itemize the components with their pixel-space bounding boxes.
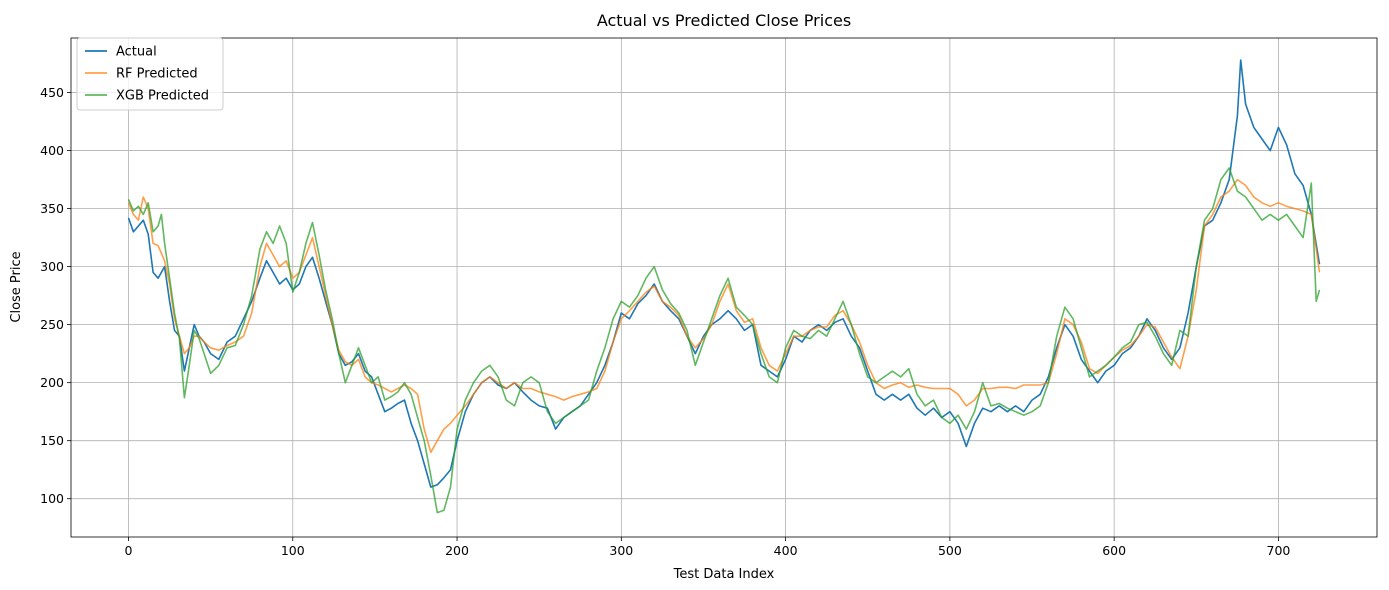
y-tick-label: 350: [40, 201, 64, 216]
x-tick-label: 100: [281, 543, 305, 558]
y-tick-label: 450: [40, 85, 64, 100]
legend-label-rf-predicted: RF Predicted: [116, 67, 198, 82]
ticks: 0 100 200 300 400 500 600 700 100 150 200 250 300 350…: [40, 85, 1290, 558]
y-tick-label: 300: [40, 259, 64, 274]
x-tick-label: 200: [445, 543, 469, 558]
legend-label-xgb-predicted: XGB Predicted: [116, 89, 209, 104]
y-tick-label: 250: [40, 317, 64, 332]
chart-title: Actual vs Predicted Close Prices: [597, 11, 851, 30]
x-axis-label: Test Data Index: [673, 567, 775, 582]
y-tick-label: 100: [40, 491, 64, 506]
legend-label-actual: Actual: [116, 45, 157, 60]
x-tick-label: 0: [125, 543, 133, 558]
x-tick-label: 500: [938, 543, 962, 558]
series-line-xgb-predicted: [127, 167, 1321, 514]
y-tick-label: 200: [40, 375, 64, 390]
legend: Actual RF Predicted XGB Predicted: [76, 37, 224, 111]
plot-frame: [70, 37, 1378, 538]
legend-box: [76, 37, 224, 111]
x-tick-label: 300: [609, 543, 633, 558]
y-tick-label: 400: [40, 143, 64, 158]
x-tick-label: 700: [1267, 543, 1291, 558]
y-tick-label: 150: [40, 433, 64, 448]
series-lines: [127, 59, 1321, 514]
grid: [71, 38, 1377, 537]
y-axis-label: Close Price: [9, 251, 24, 322]
series-line-actual: [127, 59, 1321, 488]
x-tick-label: 400: [774, 543, 798, 558]
x-tick-label: 600: [1102, 543, 1126, 558]
